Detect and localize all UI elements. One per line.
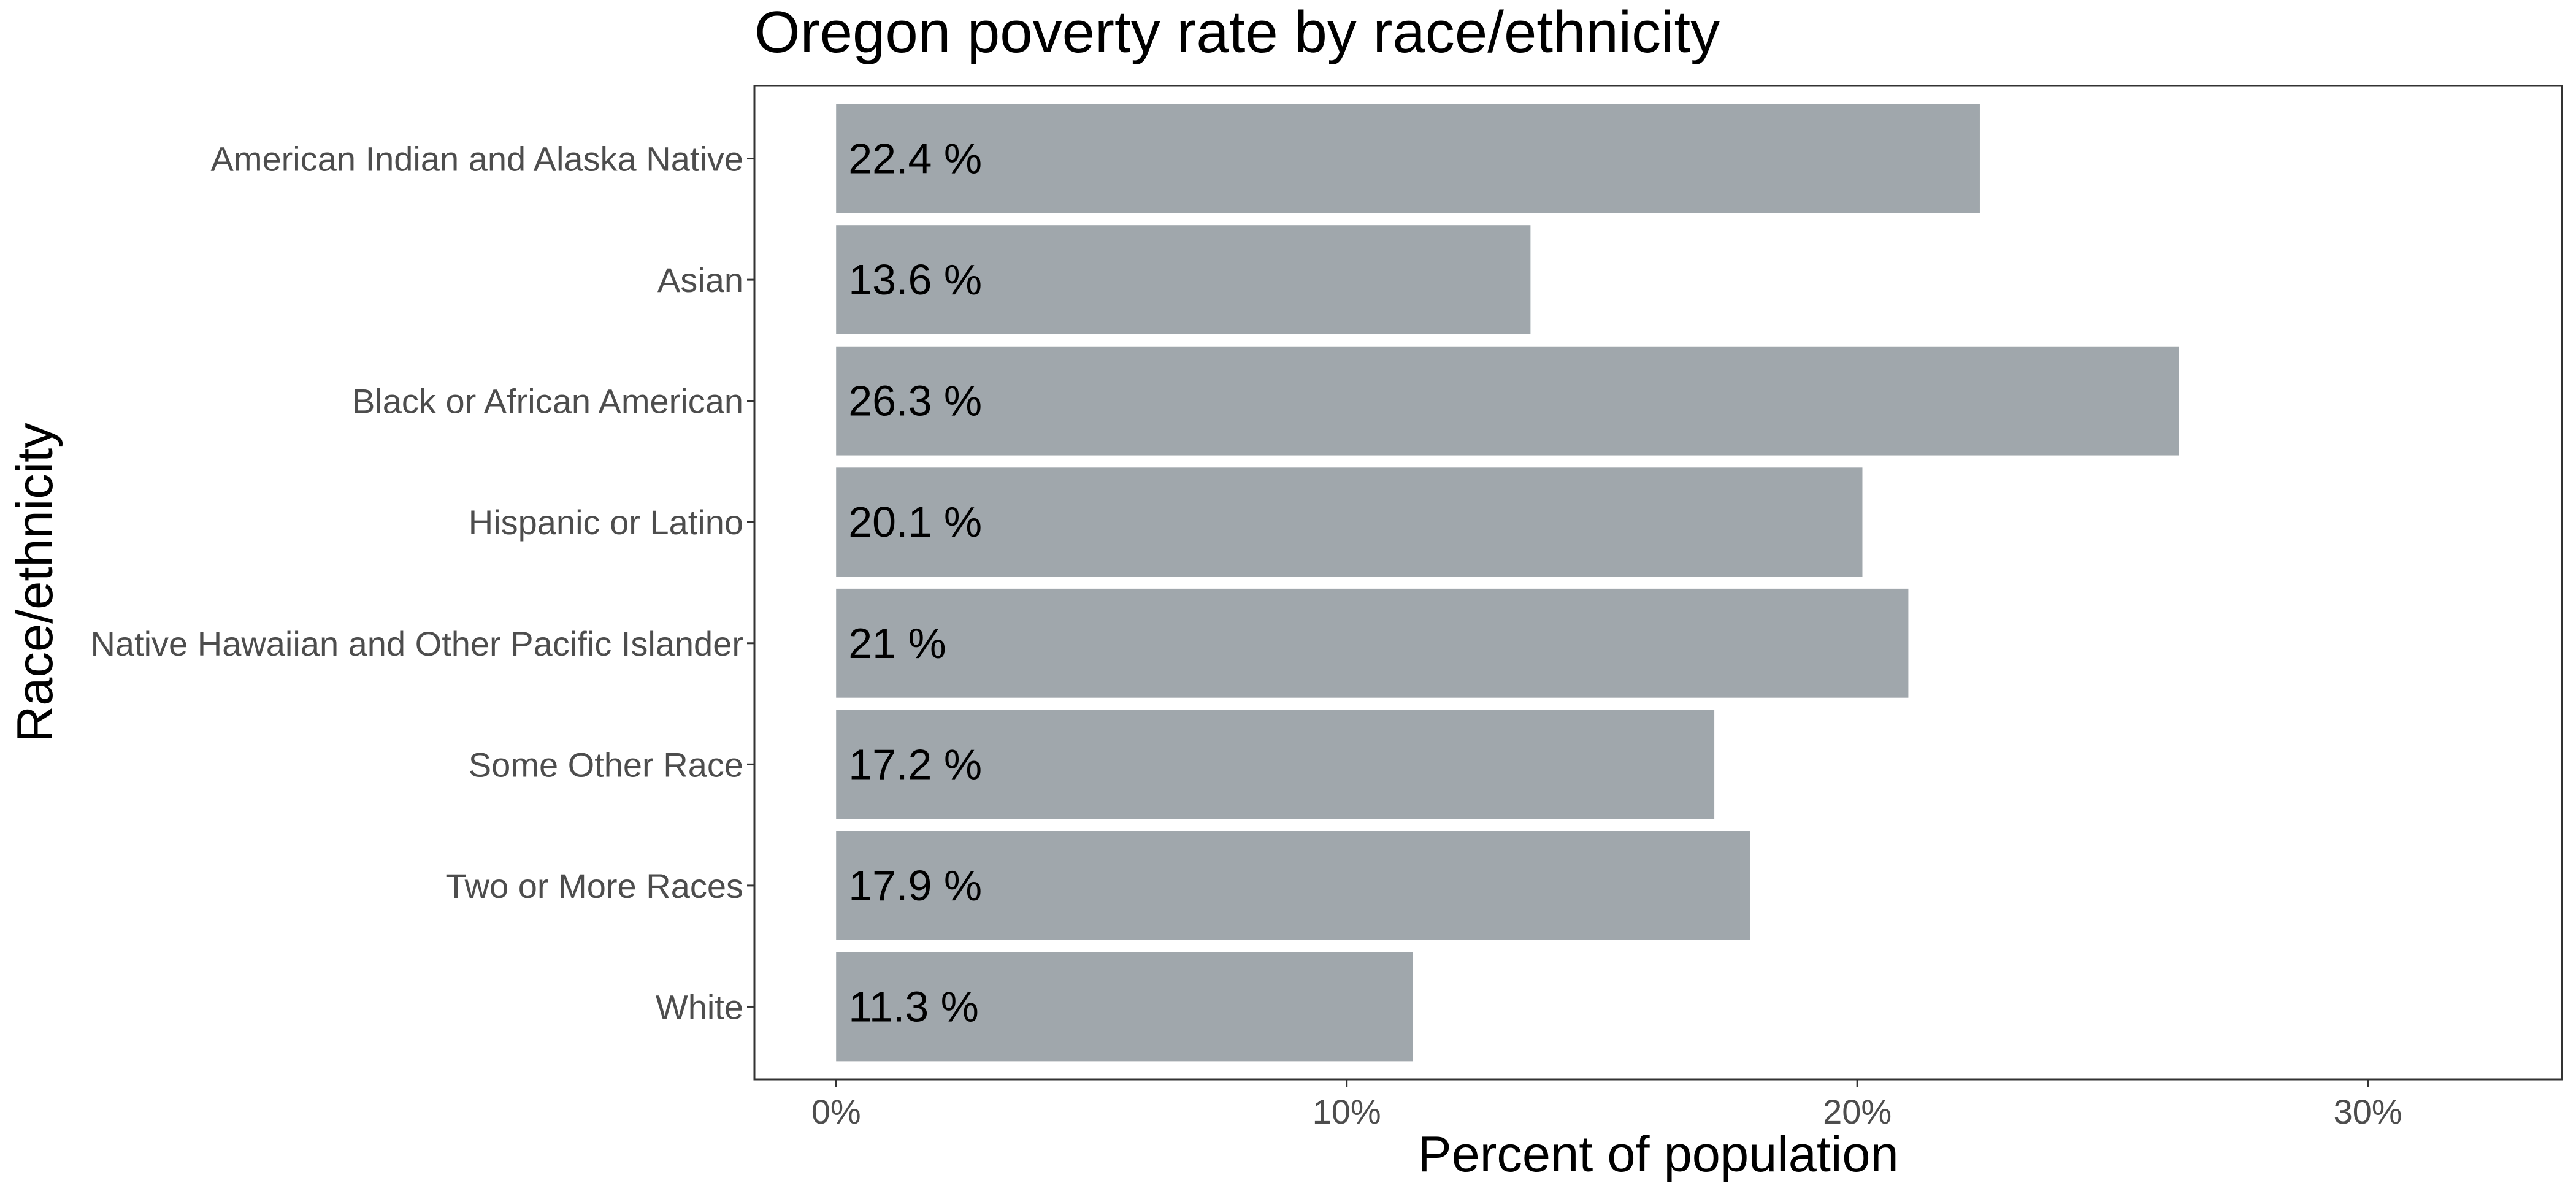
x-axis-label: Percent of population: [1417, 1125, 1898, 1182]
bars-layer: 22.4 % 13.6 % 26.3 % 20.1 % 21 % 17.2 % 17.9 %…: [836, 104, 2179, 1062]
plot-panel: [753, 85, 2563, 1081]
bar: [836, 467, 1863, 577]
x-axis-ticks: 0% 10% 20% 30%: [811, 1079, 2402, 1131]
bar: [836, 831, 1750, 940]
y-axis-ticks: American Indian and Alaska Native Asian Bl…: [90, 140, 754, 1026]
bar-value-label: 26.3 %: [848, 377, 982, 425]
bar-value-label: 20.1 %: [848, 498, 982, 546]
x-tick-label: 0%: [811, 1092, 861, 1131]
bar-value-label: 17.2 %: [848, 740, 982, 788]
bar: [836, 952, 1413, 1062]
bar-value-label: 17.9 %: [848, 862, 982, 910]
bar: [836, 588, 1909, 698]
x-tick-label: 20%: [1823, 1092, 1892, 1131]
y-tick-label: American Indian and Alaska Native: [211, 140, 744, 178]
y-tick-label: Asian: [657, 261, 743, 299]
bar: [836, 346, 2179, 456]
bar-value-label: 21 %: [848, 619, 946, 667]
y-axis-label: Race/ethnicity: [6, 423, 63, 743]
x-tick-label: 10%: [1313, 1092, 1381, 1131]
x-tick-label: 30%: [2334, 1092, 2402, 1131]
y-tick-label: Native Hawaiian and Other Pacific Island…: [90, 624, 743, 663]
y-tick-label: Hispanic or Latino: [469, 503, 743, 542]
y-tick-label: Some Other Race: [469, 745, 743, 784]
bar-value-label: 13.6 %: [848, 256, 982, 304]
y-tick-label: Black or African American: [352, 382, 743, 421]
chart-title: Oregon poverty rate by race/ethnicity: [754, 0, 1720, 65]
bar: [836, 225, 1531, 334]
y-tick-label: Two or More Races: [446, 867, 744, 905]
bar-value-label: 22.4 %: [848, 135, 982, 183]
bar: [836, 710, 1715, 819]
y-tick-label: White: [656, 987, 743, 1026]
bar: [836, 104, 1980, 213]
bar-value-label: 11.3 %: [848, 983, 979, 1030]
